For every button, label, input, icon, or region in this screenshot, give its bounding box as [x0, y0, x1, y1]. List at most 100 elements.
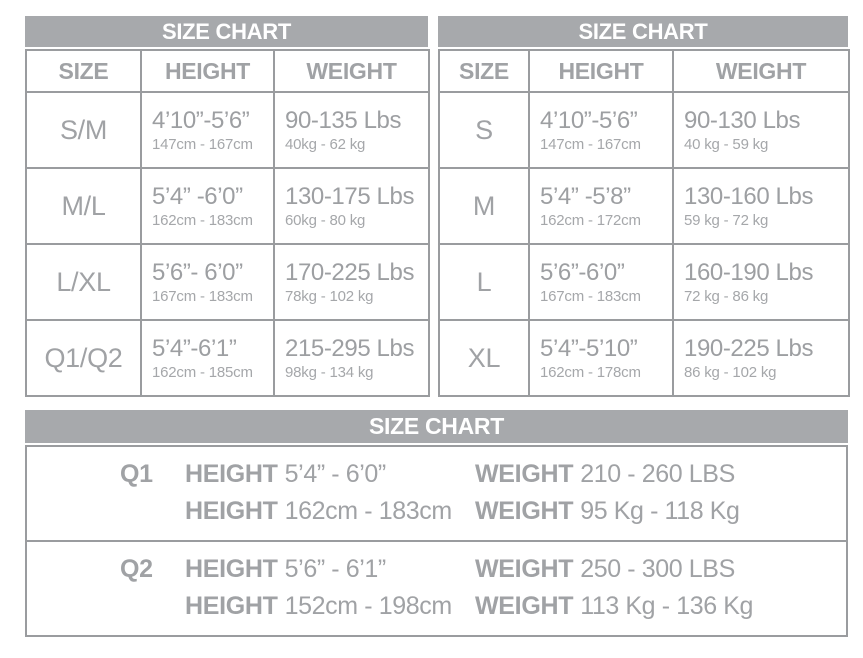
- weight-cell: 190-225 Lbs 86 kg - 102 kg: [672, 319, 850, 397]
- weight-metric: 72 kg - 86 kg: [684, 288, 769, 305]
- weight-imperial: 250 - 300 LBS: [580, 555, 735, 583]
- table-title-bar: SIZE CHART: [25, 410, 848, 443]
- weight-metric: 60kg - 80 kg: [285, 212, 366, 229]
- height-metric-line: HEIGHT 152cm - 198cm: [185, 588, 475, 625]
- table-row: XL 5’4”-5’10” 162cm - 178cm 190-225 Lbs …: [438, 319, 850, 397]
- weight-imperial-line: WEIGHT 250 - 300 LBS: [475, 551, 846, 588]
- size-cell: Q2: [120, 555, 153, 583]
- column-header-height: HEIGHT: [528, 49, 674, 93]
- weight-cell: 215-295 Lbs 98kg - 134 kg: [273, 319, 430, 397]
- height-metric: 162cm - 183cm: [284, 497, 452, 525]
- header-row: SIZE HEIGHT WEIGHT: [438, 49, 850, 93]
- size-cell: S: [438, 91, 530, 169]
- size-chart-table-standard: SIZE CHART SIZE HEIGHT WEIGHT S 4’10”-5’…: [438, 16, 850, 397]
- weight-label: WEIGHT: [475, 497, 574, 525]
- column-header-weight: WEIGHT: [672, 49, 850, 93]
- height-imperial: 5’6”-6’0”: [540, 259, 625, 286]
- size-chart-table-combo: SIZE CHART SIZE HEIGHT WEIGHT S/M 4’10”-…: [25, 16, 430, 397]
- height-cell: 5’4” -6’0” 162cm - 183cm: [140, 167, 275, 245]
- height-metric: 167cm - 183cm: [152, 288, 253, 305]
- height-label: HEIGHT: [185, 555, 278, 583]
- size-cell: L: [438, 243, 530, 321]
- combo-size-table: SIZE HEIGHT WEIGHT S/M 4’10”-5’6” 147cm …: [25, 49, 430, 397]
- size-cell: Q1/Q2: [25, 319, 142, 397]
- weight-imperial: 170-225 Lbs: [285, 259, 415, 286]
- height-imperial: 5’4” - 6’0”: [284, 460, 387, 488]
- size-cell: Q1: [120, 460, 153, 488]
- table-title-bar: SIZE CHART: [438, 16, 848, 47]
- height-imperial: 5’6”- 6’0”: [152, 259, 243, 286]
- weight-imperial: 130-160 Lbs: [684, 183, 814, 210]
- column-header-height: HEIGHT: [140, 49, 275, 93]
- height-metric: 162cm - 185cm: [152, 364, 253, 381]
- height-imperial: 5’6” - 6’1”: [284, 555, 387, 583]
- column-header-weight: WEIGHT: [273, 49, 430, 93]
- height-imperial: 5’4”-5’10”: [540, 335, 638, 362]
- weight-cell: 130-160 Lbs 59 kg - 72 kg: [672, 167, 850, 245]
- weight-imperial-line: WEIGHT 210 - 260 LBS: [475, 456, 846, 493]
- weight-cell: 90-130 Lbs 40 kg - 59 kg: [672, 91, 850, 169]
- weight-metric: 95 Kg - 118 Kg: [580, 497, 740, 525]
- size-cell: S/M: [25, 91, 142, 169]
- weight-label: WEIGHT: [475, 460, 574, 488]
- table-title-bar: SIZE CHART: [25, 16, 428, 47]
- table-row: Q2 HEIGHT 5’6” - 6’1” HEIGHT 152cm - 198cm…: [27, 540, 846, 635]
- weight-cell: 160-190 Lbs 72 kg - 86 kg: [672, 243, 850, 321]
- table-title: SIZE CHART: [578, 18, 708, 44]
- height-label: HEIGHT: [185, 497, 278, 525]
- table-row: M/L 5’4” -6’0” 162cm - 183cm 130-175 Lbs…: [25, 167, 430, 245]
- size-chart-table-q: SIZE CHART Q1 HEIGHT 5’4” - 6’0” HEIGHT 16…: [25, 410, 848, 637]
- height-cell: 5’4” -5’8” 162cm - 172cm: [528, 167, 674, 245]
- height-cell: 5’4”-5’10” 162cm - 178cm: [528, 319, 674, 397]
- height-cell: 5’6”-6’0” 167cm - 183cm: [528, 243, 674, 321]
- size-cell: M: [438, 167, 530, 245]
- height-imperial-line: HEIGHT 5’6” - 6’1”: [185, 551, 475, 588]
- height-cell: HEIGHT 5’4” - 6’0” HEIGHT 162cm - 183cm: [185, 456, 475, 530]
- height-imperial-line: HEIGHT 5’4” - 6’0”: [185, 456, 475, 493]
- weight-imperial: 90-135 Lbs: [285, 107, 402, 134]
- weight-metric: 78kg - 102 kg: [285, 288, 374, 305]
- weight-cell: 90-135 Lbs 40kg - 62 kg: [273, 91, 430, 169]
- height-imperial: 4’10”-5’6”: [540, 107, 638, 134]
- table-row: S 4’10”-5’6” 147cm - 167cm 90-130 Lbs 40…: [438, 91, 850, 169]
- height-metric: 147cm - 167cm: [152, 136, 253, 153]
- height-cell: HEIGHT 5’6” - 6’1” HEIGHT 152cm - 198cm: [185, 551, 475, 625]
- weight-metric-line: WEIGHT 113 Kg - 136 Kg: [475, 588, 846, 625]
- height-imperial: 4’10”-5’6”: [152, 107, 250, 134]
- table-row: Q1/Q2 5’4”-6’1” 162cm - 185cm 215-295 Lb…: [25, 319, 430, 397]
- header-row: SIZE HEIGHT WEIGHT: [25, 49, 430, 93]
- size-cell: XL: [438, 319, 530, 397]
- height-cell: 4’10”-5’6” 147cm - 167cm: [140, 91, 275, 169]
- height-imperial: 5’4” -5’8”: [540, 183, 631, 210]
- height-cell: 5’6”- 6’0” 167cm - 183cm: [140, 243, 275, 321]
- weight-imperial: 190-225 Lbs: [684, 335, 814, 362]
- weight-cell: 170-225 Lbs 78kg - 102 kg: [273, 243, 430, 321]
- column-header-size: SIZE: [438, 49, 530, 93]
- weight-imperial: 210 - 260 LBS: [580, 460, 735, 488]
- height-imperial: 5’4”-6’1”: [152, 335, 237, 362]
- weight-metric: 86 kg - 102 kg: [684, 364, 777, 381]
- weight-metric-line: WEIGHT 95 Kg - 118 Kg: [475, 493, 846, 530]
- weight-metric: 113 Kg - 136 Kg: [580, 592, 754, 620]
- column-header-size: SIZE: [25, 49, 142, 93]
- height-cell: 5’4”-6’1” 162cm - 185cm: [140, 319, 275, 397]
- weight-cell: WEIGHT 250 - 300 LBS WEIGHT 113 Kg - 136 K…: [475, 551, 846, 625]
- weight-metric: 59 kg - 72 kg: [684, 212, 769, 229]
- table-row: S/M 4’10”-5’6” 147cm - 167cm 90-135 Lbs …: [25, 91, 430, 169]
- height-metric: 162cm - 178cm: [540, 364, 641, 381]
- weight-label: WEIGHT: [475, 592, 574, 620]
- weight-metric: 40kg - 62 kg: [285, 136, 366, 153]
- height-metric: 147cm - 167cm: [540, 136, 641, 153]
- size-cell: M/L: [25, 167, 142, 245]
- height-metric: 167cm - 183cm: [540, 288, 641, 305]
- height-imperial: 5’4” -6’0”: [152, 183, 243, 210]
- table-title: SIZE CHART: [161, 18, 291, 44]
- q-size-table-body: Q1 HEIGHT 5’4” - 6’0” HEIGHT 162cm - 183cm…: [25, 445, 848, 637]
- table-row: L 5’6”-6’0” 167cm - 183cm 160-190 Lbs 72…: [438, 243, 850, 321]
- height-metric-line: HEIGHT 162cm - 183cm: [185, 493, 475, 530]
- weight-metric: 98kg - 134 kg: [285, 364, 374, 381]
- table-row: Q1 HEIGHT 5’4” - 6’0” HEIGHT 162cm - 183cm…: [27, 447, 846, 540]
- height-metric: 162cm - 183cm: [152, 212, 253, 229]
- table-title: SIZE CHART: [368, 413, 504, 439]
